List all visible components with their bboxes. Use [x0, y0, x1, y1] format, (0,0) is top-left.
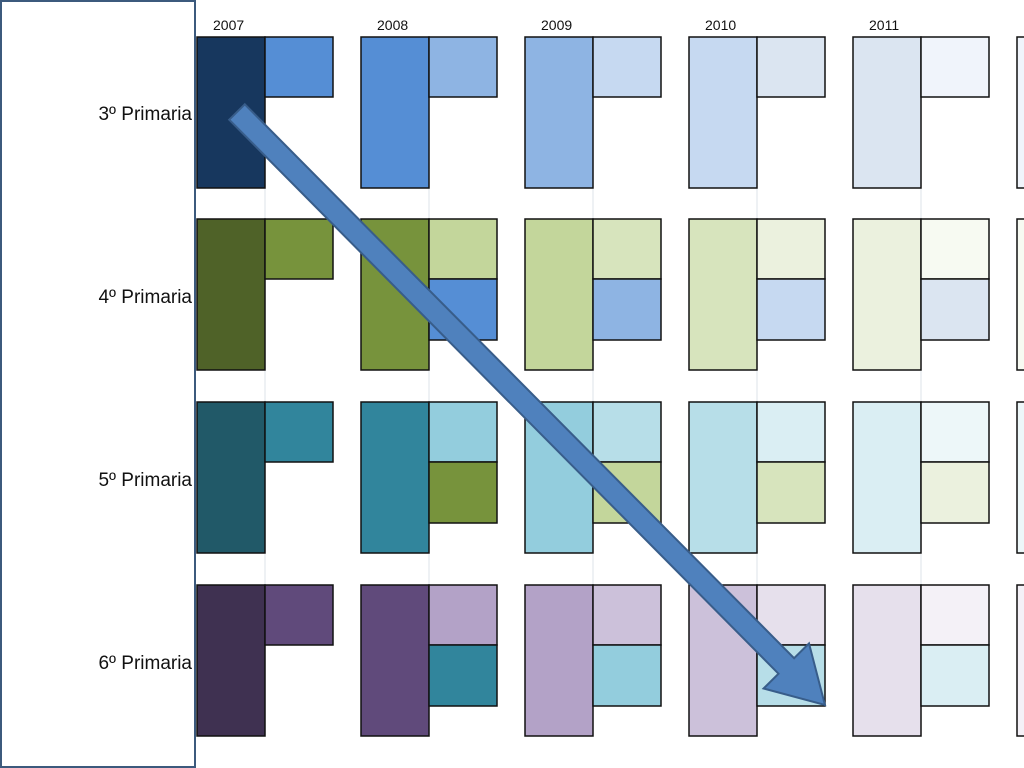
tall-block-r6-c5: [1016, 584, 1024, 737]
year-label-2008: 2008: [377, 17, 408, 33]
lower-block-r5-c3: [756, 461, 826, 524]
top-block-r3-c0: [264, 36, 334, 98]
tall-block-r4-c5: [1016, 218, 1024, 371]
tall-block-r6-c2: [524, 584, 594, 737]
lower-block-r6-c4: [920, 644, 990, 707]
lower-block-r4-c2: [592, 278, 662, 341]
tall-block-r3-c5: [1016, 36, 1024, 189]
top-block-r5-c2: [592, 401, 662, 463]
grade-label-5: 5º Primaria: [98, 470, 192, 491]
year-label-2011: 2011: [869, 17, 899, 33]
year-label-2009: 2009: [541, 17, 572, 33]
top-block-r3-c4: [920, 36, 990, 98]
top-block-r5-c4: [920, 401, 990, 463]
top-block-r6-c1: [428, 584, 498, 646]
tall-block-r3-c1: [360, 36, 430, 189]
lower-block-r5-c4: [920, 461, 990, 524]
top-block-r5-c3: [756, 401, 826, 463]
lower-block-r5-c1: [428, 461, 498, 524]
grade-panel: 3º Primaria 4º Primaria 5º Primaria 6º P…: [0, 0, 196, 768]
tall-block-r6-c0: [196, 584, 266, 737]
tall-block-r5-c5: [1016, 401, 1024, 554]
lower-block-r4-c4: [920, 278, 990, 341]
lower-block-r6-c1: [428, 644, 498, 707]
top-block-r5-c0: [264, 401, 334, 463]
top-block-r4-c3: [756, 218, 826, 280]
top-block-r6-c4: [920, 584, 990, 646]
grade-label-4: 4º Primaria: [98, 287, 192, 308]
lower-block-r6-c2: [592, 644, 662, 707]
tall-block-r6-c1: [360, 584, 430, 737]
top-block-r3-c3: [756, 36, 826, 98]
top-block-r4-c4: [920, 218, 990, 280]
grade-label-6: 6º Primaria: [98, 653, 192, 674]
tall-block-r6-c4: [852, 584, 922, 737]
top-block-r4-c1: [428, 218, 498, 280]
tall-block-r3-c4: [852, 36, 922, 189]
tall-block-r4-c3: [688, 218, 758, 371]
tall-block-r3-c0: [196, 36, 266, 189]
tall-block-r3-c2: [524, 36, 594, 189]
tall-block-r5-c0: [196, 401, 266, 554]
tall-block-r3-c3: [688, 36, 758, 189]
tall-block-r4-c2: [524, 218, 594, 371]
lower-block-r4-c3: [756, 278, 826, 341]
year-label-2010: 2010: [705, 17, 736, 33]
cohort-arrow: [227, 102, 827, 707]
top-block-r6-c2: [592, 584, 662, 646]
top-block-r3-c1: [428, 36, 498, 98]
top-block-r3-c2: [592, 36, 662, 98]
top-block-r4-c2: [592, 218, 662, 280]
top-block-r6-c0: [264, 584, 334, 646]
tall-block-r4-c4: [852, 218, 922, 371]
tall-block-r5-c4: [852, 401, 922, 554]
top-block-r4-c0: [264, 218, 334, 280]
year-label-2007: 2007: [213, 17, 244, 33]
tall-block-r5-c1: [360, 401, 430, 554]
tall-block-r4-c0: [196, 218, 266, 371]
grade-label-3: 3º Primaria: [98, 104, 192, 125]
top-block-r5-c1: [428, 401, 498, 463]
tall-block-r5-c3: [688, 401, 758, 554]
